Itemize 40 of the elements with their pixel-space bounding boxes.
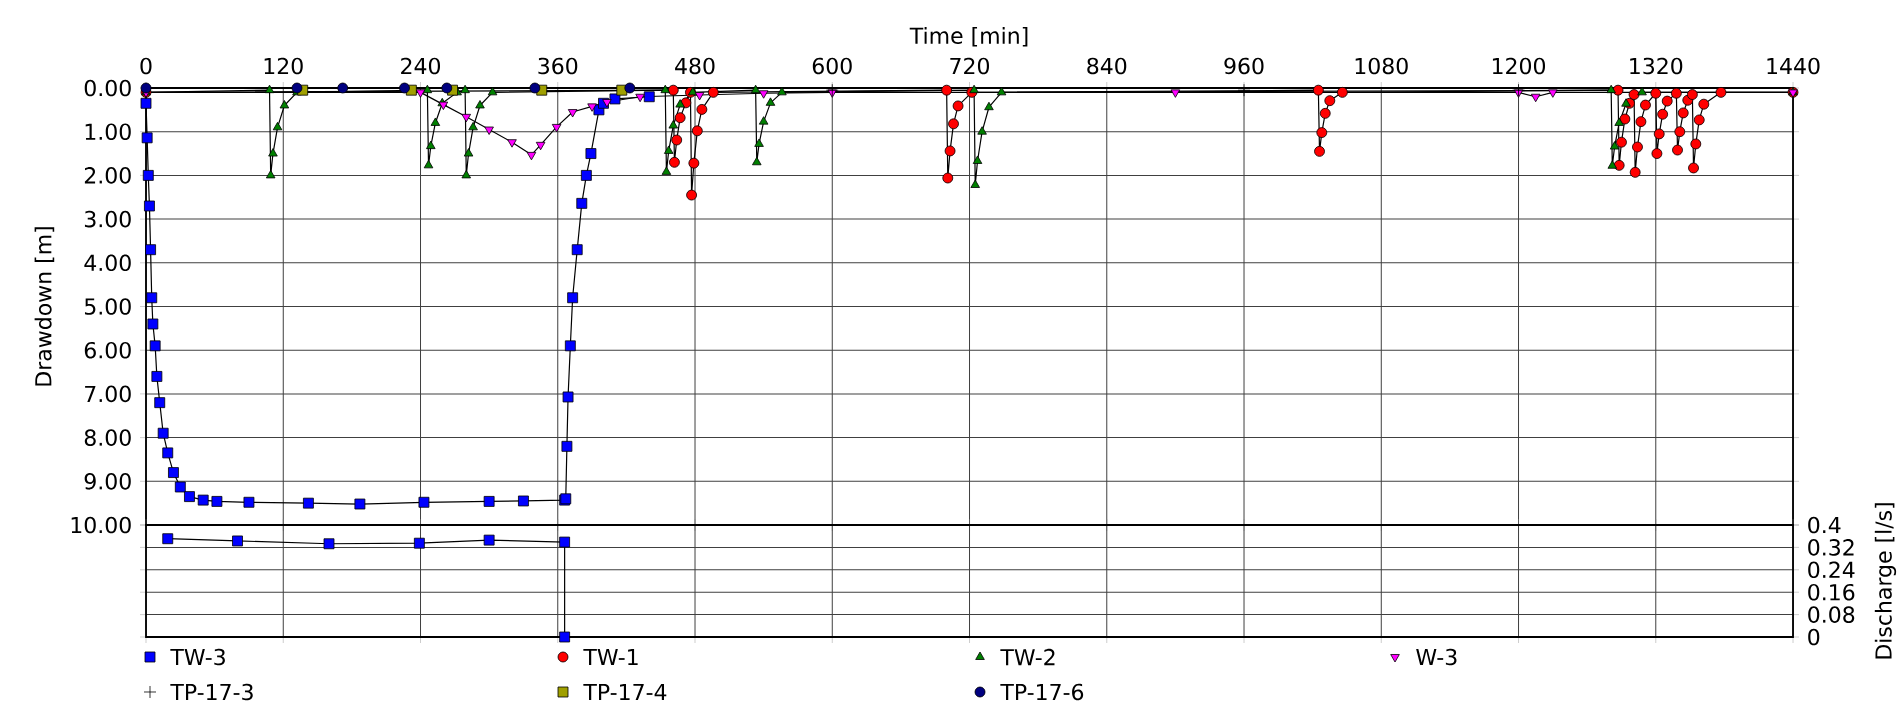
- x-tick-label: 1320: [1630, 57, 1683, 75]
- x-tick-label: 120: [264, 57, 303, 75]
- x-tick-label: 360: [538, 57, 578, 75]
- y-tick-label: 4.00: [84, 254, 131, 272]
- x-tick-label: 1440: [1767, 57, 1820, 75]
- y-axis-title: Discharge [l/s]: [1874, 503, 1897, 659]
- x-tick-label: 1200: [1492, 57, 1546, 75]
- y-tick-label: 8.00: [84, 429, 131, 446]
- y-tick-label: 2.00: [84, 167, 131, 184]
- y-tick-label: 0.32: [1808, 539, 1854, 556]
- y-tick-label: 0.08: [1808, 606, 1855, 623]
- legend-label: TW-3: [170, 648, 225, 666]
- legend-label: W-3: [1416, 648, 1457, 666]
- x-tick-label: 600: [812, 57, 852, 75]
- y-tick-label: 0.24: [1808, 561, 1855, 579]
- legend-label: TW-2: [1000, 648, 1055, 666]
- x-axis-title: Time [min]: [909, 26, 1028, 47]
- y-tick-label: 0.00: [84, 79, 131, 97]
- y-tick-label: 3.00: [84, 210, 131, 228]
- legend-label: TP-17-3: [170, 683, 253, 701]
- legend-label: TW-1: [583, 648, 638, 666]
- x-tick-label: 840: [1087, 57, 1127, 75]
- y-tick-label: 5.00: [84, 298, 131, 315]
- y-tick-label: 6.00: [84, 341, 131, 359]
- y-tick-label: 0.16: [1808, 583, 1855, 601]
- x-tick-label: 960: [1224, 57, 1264, 75]
- y-tick-label: 0: [1808, 628, 1820, 646]
- x-tick-label: 1080: [1355, 57, 1408, 75]
- x-tick-label: 240: [401, 57, 441, 75]
- x-tick-label: 720: [950, 57, 990, 75]
- y-tick-label: 7.00: [85, 385, 131, 403]
- y-tick-label: 1.00: [85, 123, 131, 141]
- legend-label: TP-17-4: [583, 683, 667, 701]
- legend-label: TP-17-6: [1000, 683, 1084, 701]
- y-axis-title: Drawdown [m]: [34, 227, 55, 386]
- y-tick-label: 10.00: [71, 516, 131, 534]
- x-tick-label: 0: [140, 57, 152, 75]
- y-tick-label: 0.4: [1808, 516, 1841, 534]
- y-tick-label: 9.00: [84, 473, 131, 490]
- x-tick-label: 480: [675, 57, 715, 75]
